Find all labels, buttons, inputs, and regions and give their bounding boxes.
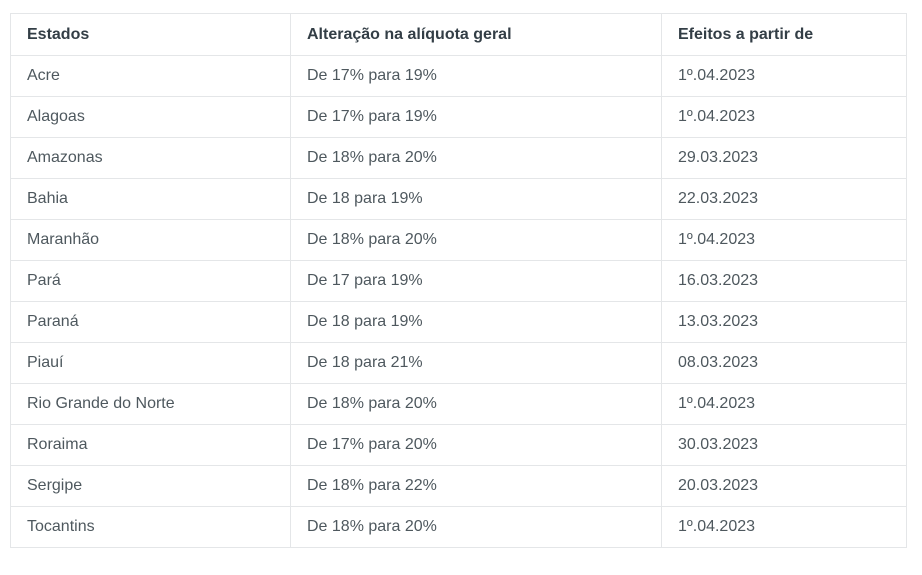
cell-efeitos: 08.03.2023	[661, 342, 907, 384]
cell-efeitos: 20.03.2023	[661, 465, 907, 507]
cell-efeitos: 30.03.2023	[661, 424, 907, 466]
table-row: Bahia De 18 para 19% 22.03.2023	[10, 178, 907, 220]
cell-alteracao: De 18% para 22%	[290, 465, 662, 507]
cell-efeitos: 1º.04.2023	[661, 506, 907, 548]
table-body: Acre De 17% para 19% 1º.04.2023 Alagoas De 1…	[10, 55, 907, 548]
cell-estado: Roraima	[10, 424, 291, 466]
cell-alteracao: De 17% para 19%	[290, 96, 662, 138]
cell-estado: Paraná	[10, 301, 291, 343]
cell-estado: Pará	[10, 260, 291, 302]
cell-alteracao: De 18 para 19%	[290, 178, 662, 220]
table-row: Amazonas De 18% para 20% 29.03.2023	[10, 137, 907, 179]
cell-estado: Maranhão	[10, 219, 291, 261]
cell-efeitos: 16.03.2023	[661, 260, 907, 302]
cell-estado: Bahia	[10, 178, 291, 220]
cell-efeitos: 1º.04.2023	[661, 55, 907, 97]
rates-table-container: Estados Alteração na alíquota geral Efei…	[10, 13, 907, 548]
cell-estado: Tocantins	[10, 506, 291, 548]
table-row: Roraima De 17% para 20% 30.03.2023	[10, 424, 907, 466]
cell-alteracao: De 17 para 19%	[290, 260, 662, 302]
column-header-alteracao: Alteração na alíquota geral	[290, 13, 662, 56]
column-header-estados: Estados	[10, 13, 291, 56]
header-row: Estados Alteração na alíquota geral Efei…	[10, 13, 907, 56]
cell-estado: Amazonas	[10, 137, 291, 179]
cell-alteracao: De 18 para 19%	[290, 301, 662, 343]
table-header: Estados Alteração na alíquota geral Efei…	[10, 13, 907, 56]
cell-estado: Alagoas	[10, 96, 291, 138]
table-row: Alagoas De 17% para 19% 1º.04.2023	[10, 96, 907, 138]
cell-alteracao: De 18% para 20%	[290, 219, 662, 261]
cell-alteracao: De 17% para 19%	[290, 55, 662, 97]
cell-alteracao: De 17% para 20%	[290, 424, 662, 466]
cell-efeitos: 22.03.2023	[661, 178, 907, 220]
table-row: Rio Grande do Norte De 18% para 20% 1º.04.…	[10, 383, 907, 425]
cell-efeitos: 1º.04.2023	[661, 219, 907, 261]
table-row: Acre De 17% para 19% 1º.04.2023	[10, 55, 907, 97]
cell-efeitos: 29.03.2023	[661, 137, 907, 179]
rates-table: Estados Alteração na alíquota geral Efei…	[10, 13, 907, 548]
cell-estado: Acre	[10, 55, 291, 97]
cell-efeitos: 13.03.2023	[661, 301, 907, 343]
table-row: Piauí De 18 para 21% 08.03.2023	[10, 342, 907, 384]
table-row: Maranhão De 18% para 20% 1º.04.2023	[10, 219, 907, 261]
table-row: Pará De 17 para 19% 16.03.2023	[10, 260, 907, 302]
column-header-efeitos: Efeitos a partir de	[661, 13, 907, 56]
cell-estado: Sergipe	[10, 465, 291, 507]
cell-estado: Rio Grande do Norte	[10, 383, 291, 425]
cell-alteracao: De 18% para 20%	[290, 506, 662, 548]
cell-estado: Piauí	[10, 342, 291, 384]
cell-efeitos: 1º.04.2023	[661, 383, 907, 425]
cell-alteracao: De 18% para 20%	[290, 383, 662, 425]
cell-efeitos: 1º.04.2023	[661, 96, 907, 138]
cell-alteracao: De 18 para 21%	[290, 342, 662, 384]
cell-alteracao: De 18% para 20%	[290, 137, 662, 179]
table-row: Paraná De 18 para 19% 13.03.2023	[10, 301, 907, 343]
table-row: Sergipe De 18% para 22% 20.03.2023	[10, 465, 907, 507]
table-row: Tocantins De 18% para 20% 1º.04.2023	[10, 506, 907, 548]
